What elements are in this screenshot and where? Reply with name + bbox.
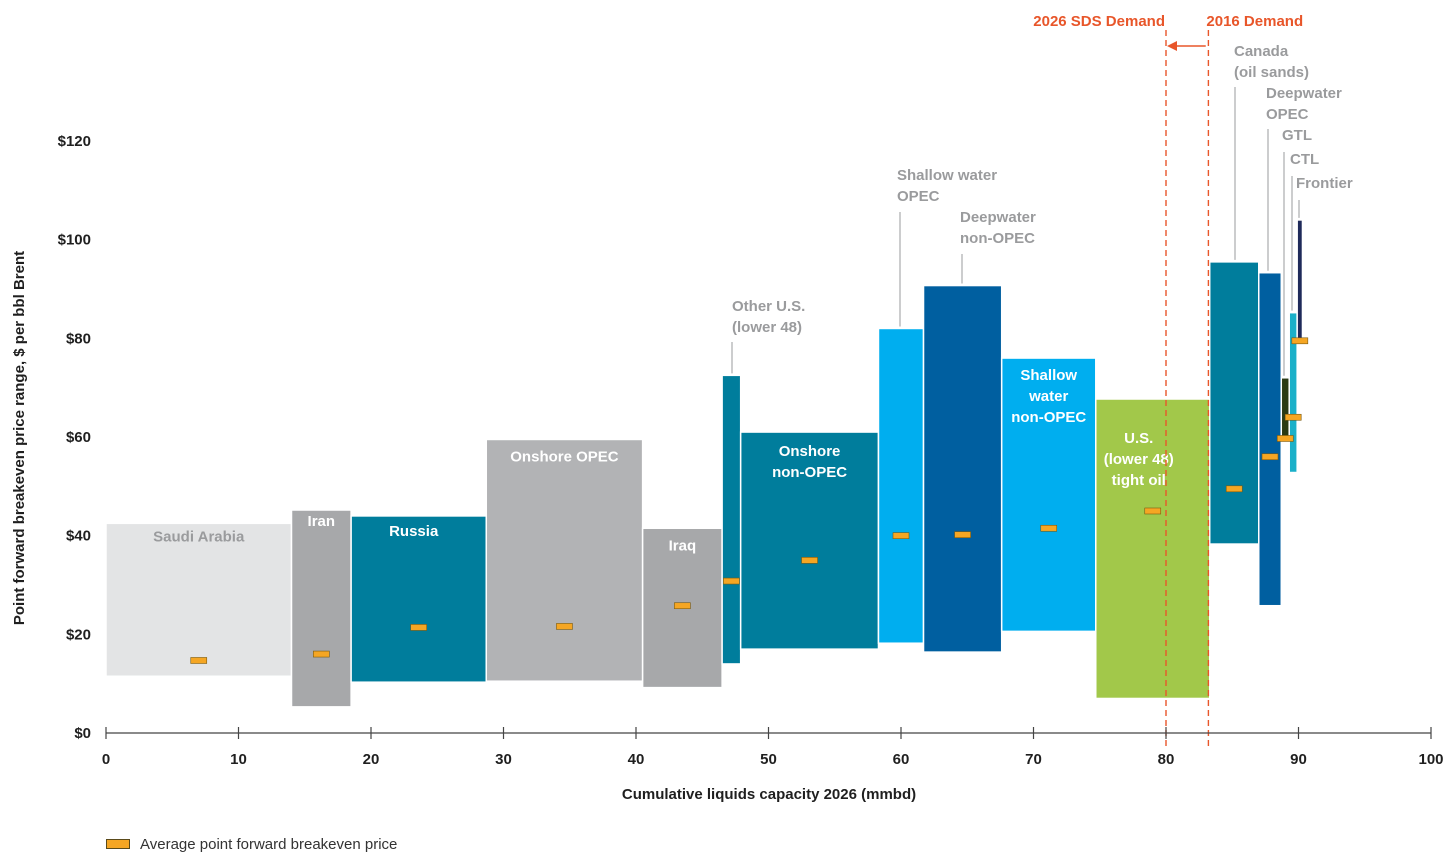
demand-lines-layer: 2026 SDS Demand 2016 Demand — [1033, 13, 1303, 750]
demand-label-2026-sds-demand: 2026 SDS Demand — [1033, 13, 1165, 30]
y-axis-title: Point forward breakeven price range, $ p… — [11, 251, 28, 625]
x-tick-label-40: 40 — [628, 751, 645, 768]
callout-label-deepwater-opec: Deepwater OPEC — [1266, 85, 1342, 123]
bar-frontier — [1296, 219, 1304, 345]
y-ticks-layer: $0 $20 $40 $60 $80 $100 $120 — [58, 133, 91, 742]
avg-marker-iran — [313, 650, 330, 658]
bar-label-russia: Russia — [389, 523, 439, 540]
avg-marker-other-u-s-lower-48 — [723, 577, 740, 585]
avg-marker-u-s-lower-48-tight-oil — [1144, 507, 1162, 515]
callout-label-other-u-s-lower-48: Other U.S. (lower 48) — [732, 298, 805, 336]
legend: Average point forward breakeven price — [106, 834, 397, 854]
bar-label-onshore-opec: Onshore OPEC — [510, 448, 619, 465]
avg-marker-onshore-non-opec — [801, 557, 818, 564]
legend-label: Average point forward breakeven price — [140, 835, 398, 853]
bar-gtl — [1280, 377, 1290, 441]
bar-onshore-opec — [485, 438, 644, 682]
bar-label-saudi-arabia: Saudi Arabia — [153, 528, 245, 545]
callout-label-gtl: GTL — [1282, 127, 1312, 144]
bar-saudi-arabia — [105, 522, 293, 678]
callout-label-deepwater-non-opec: Deepwater non-OPEC — [960, 209, 1036, 247]
bar-label-onshore-non-opec: Onshore non-OPEC — [772, 443, 847, 481]
x-tick-label-0: 0 — [102, 751, 110, 768]
avg-marker-saudi-arabia — [190, 657, 208, 664]
bar-shallow-water-non-opec — [1000, 357, 1097, 633]
x-tick-label-30: 30 — [495, 751, 512, 768]
avg-marker-gtl — [1276, 435, 1294, 442]
demand-shift-arrowhead — [1167, 41, 1177, 51]
callout-label-frontier: Frontier — [1296, 175, 1353, 192]
supply-cost-curve-chart: Saudi Arabia Iran Russia Onshore OPEC Iraq On… — [11, 13, 1444, 803]
y-tick-label-40: $40 — [66, 528, 91, 545]
y-tick-label-120: $120 — [58, 133, 91, 150]
bar-label-u-s-lower-48-tight-oil: U.S. (lower 48) tight oil — [1104, 430, 1174, 489]
avg-marker-shallow-water-opec — [892, 532, 910, 539]
avg-marker-onshore-opec — [556, 623, 573, 630]
callout-label-canada-oil-sands: Canada (oil sands) — [1234, 43, 1309, 81]
bar-onshore-non-opec — [739, 431, 880, 650]
callout-label-shallow-water-opec: Shallow water OPEC — [897, 167, 997, 205]
bar-other-u-s-lower-48 — [721, 374, 742, 665]
avg-marker-shallow-water-non-opec — [1040, 524, 1058, 532]
bar-ctl — [1288, 311, 1298, 474]
y-tick-label-60: $60 — [66, 429, 91, 446]
bar-label-iran: Iran — [308, 513, 336, 530]
x-axis-title: Cumulative liquids capacity 2026 (mmbd) — [622, 786, 916, 803]
y-tick-label-100: $100 — [58, 232, 91, 249]
avg-marker-ctl — [1284, 413, 1302, 421]
x-tick-label-10: 10 — [230, 751, 247, 768]
x-tick-label-60: 60 — [893, 751, 910, 768]
avg-marker-deepwater-non-opec — [954, 531, 971, 538]
x-tick-label-90: 90 — [1290, 751, 1307, 768]
x-tick-label-70: 70 — [1025, 751, 1042, 768]
avg-marker-canada-oil-sands — [1225, 485, 1243, 493]
bar-shallow-water-opec — [877, 327, 925, 644]
avg-marker-iraq — [674, 602, 691, 610]
avg-marker-deepwater-opec — [1261, 453, 1279, 461]
callout-label-ctl: CTL — [1290, 151, 1319, 168]
avg-marker-russia — [410, 624, 428, 631]
demand-label-2016-demand: 2016 Demand — [1206, 13, 1303, 30]
bar-label-iraq: Iraq — [669, 537, 697, 554]
bar-label-shallow-water-non-opec: Shallow water non-OPEC — [1011, 367, 1086, 426]
bar-u-s-lower-48-tight-oil — [1095, 398, 1211, 700]
legend-swatch-average-marker — [106, 839, 130, 849]
x-ticks-layer: 0 10 20 30 40 50 60 70 80 90 100 — [102, 727, 1444, 768]
bar-labels-layer: Saudi Arabia Iran Russia Onshore OPEC Iraq On… — [153, 367, 1174, 554]
average-markers-layer — [190, 337, 1309, 664]
bar-russia — [350, 515, 488, 683]
callout-labels-layer: Other U.S. (lower 48) Shallow water OPEC Dee… — [731, 43, 1353, 376]
bar-deepwater-non-opec — [922, 284, 1003, 653]
avg-marker-frontier — [1291, 337, 1309, 345]
y-tick-label-20: $20 — [66, 626, 91, 643]
y-tick-label-80: $80 — [66, 330, 91, 347]
y-tick-label-0: $0 — [74, 725, 91, 742]
x-tick-label-100: 100 — [1418, 751, 1443, 768]
x-tick-label-20: 20 — [363, 751, 380, 768]
bar-canada-oil-sands — [1208, 261, 1260, 545]
x-tick-label-50: 50 — [760, 751, 777, 768]
bar-iran — [290, 509, 352, 708]
x-tick-label-80: 80 — [1158, 751, 1175, 768]
bars-layer — [105, 219, 1304, 708]
